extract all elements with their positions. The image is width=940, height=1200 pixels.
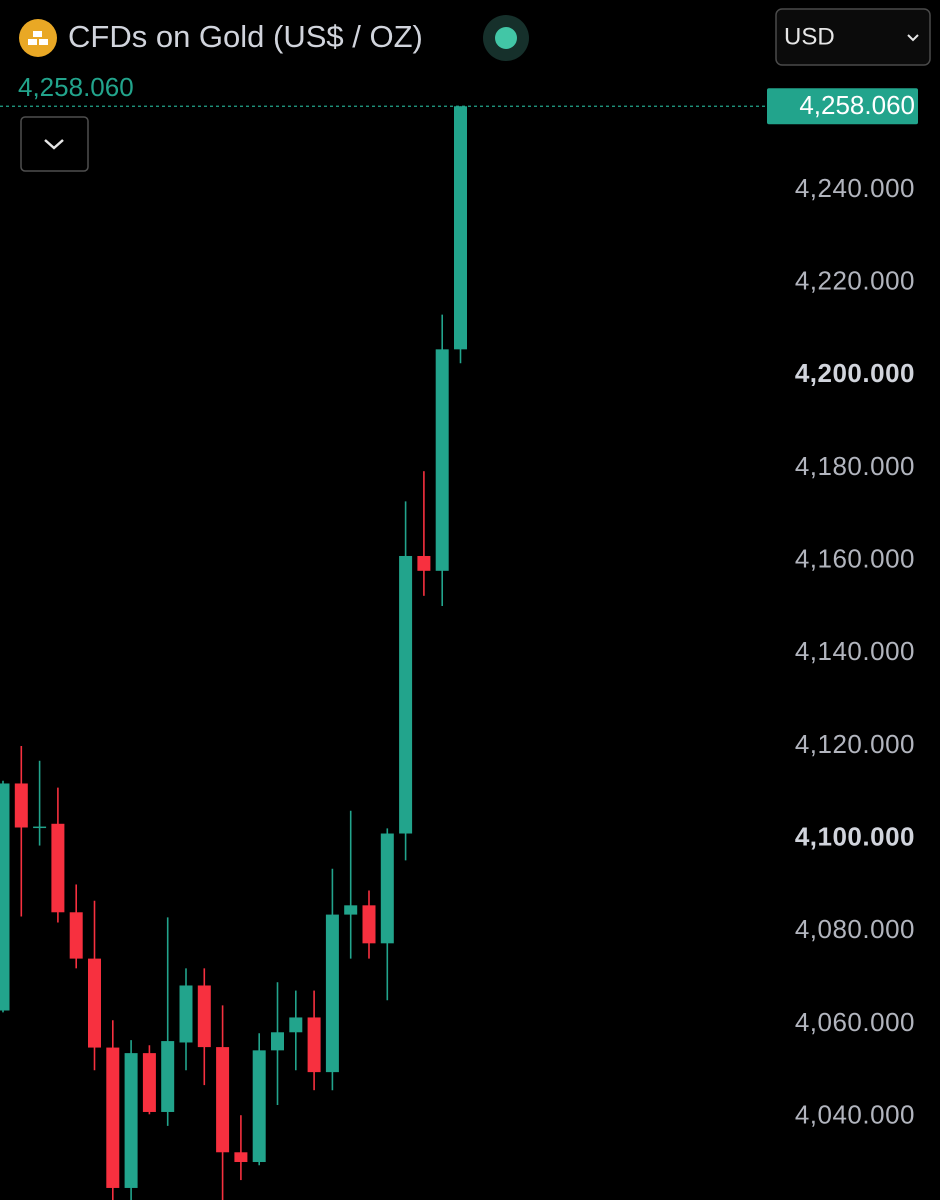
last-price-tag bbox=[767, 88, 918, 125]
candle-body bbox=[179, 985, 193, 1043]
candle-body bbox=[124, 1053, 138, 1188]
y-tick-label: 4,080.000 bbox=[795, 914, 915, 944]
candle-body bbox=[252, 1050, 266, 1163]
y-tick-label: 4,060.000 bbox=[795, 1007, 915, 1037]
currency-label: USD bbox=[784, 23, 835, 50]
symbol-icon bbox=[19, 19, 57, 57]
candle-body bbox=[454, 106, 467, 350]
candle-body bbox=[14, 783, 28, 828]
candle-body bbox=[307, 1017, 321, 1073]
last-price-legend: 4,258.060 bbox=[18, 72, 134, 102]
y-tick-label: 4,200.000 bbox=[795, 358, 915, 388]
candle-body bbox=[161, 1041, 175, 1112]
y-tick-label: 4,240.000 bbox=[795, 173, 915, 203]
collapse-button[interactable] bbox=[20, 116, 89, 172]
candle-body bbox=[88, 958, 101, 1048]
last-price-label: 4,258.060 bbox=[799, 90, 915, 120]
plot-area bbox=[0, 106, 467, 1200]
y-tick-label: 4,040.000 bbox=[795, 1099, 915, 1129]
candle-body bbox=[435, 349, 449, 571]
candle-body bbox=[33, 826, 47, 829]
candle-body bbox=[0, 783, 10, 1011]
candle-body bbox=[325, 914, 339, 1073]
market-status bbox=[483, 15, 529, 61]
candle-body bbox=[417, 555, 431, 571]
y-tick-label: 4,160.000 bbox=[795, 543, 915, 573]
candle-body bbox=[362, 905, 376, 944]
y-tick-label: 4,100.000 bbox=[795, 821, 915, 851]
candle-body bbox=[344, 905, 358, 915]
candle-body bbox=[271, 1032, 284, 1051]
candle-body bbox=[69, 912, 83, 959]
chart-title: CFDs on Gold (US$ / OZ) bbox=[68, 19, 423, 54]
candle-body bbox=[234, 1152, 248, 1163]
candle-body bbox=[106, 1047, 120, 1188]
candle-body bbox=[289, 1017, 303, 1033]
y-tick-label: 4,140.000 bbox=[795, 636, 915, 666]
candle-body bbox=[399, 555, 413, 834]
y-tick-label: 4,220.000 bbox=[795, 266, 915, 296]
candle-body bbox=[380, 833, 394, 944]
currency-select[interactable]: USD bbox=[775, 8, 931, 66]
candle-body bbox=[197, 985, 211, 1048]
candle-body bbox=[51, 823, 65, 913]
candle-body bbox=[216, 1047, 230, 1153]
y-tick-label: 4,120.000 bbox=[795, 729, 915, 759]
y-tick-label: 4,180.000 bbox=[795, 451, 915, 481]
candle-body bbox=[142, 1053, 156, 1112]
